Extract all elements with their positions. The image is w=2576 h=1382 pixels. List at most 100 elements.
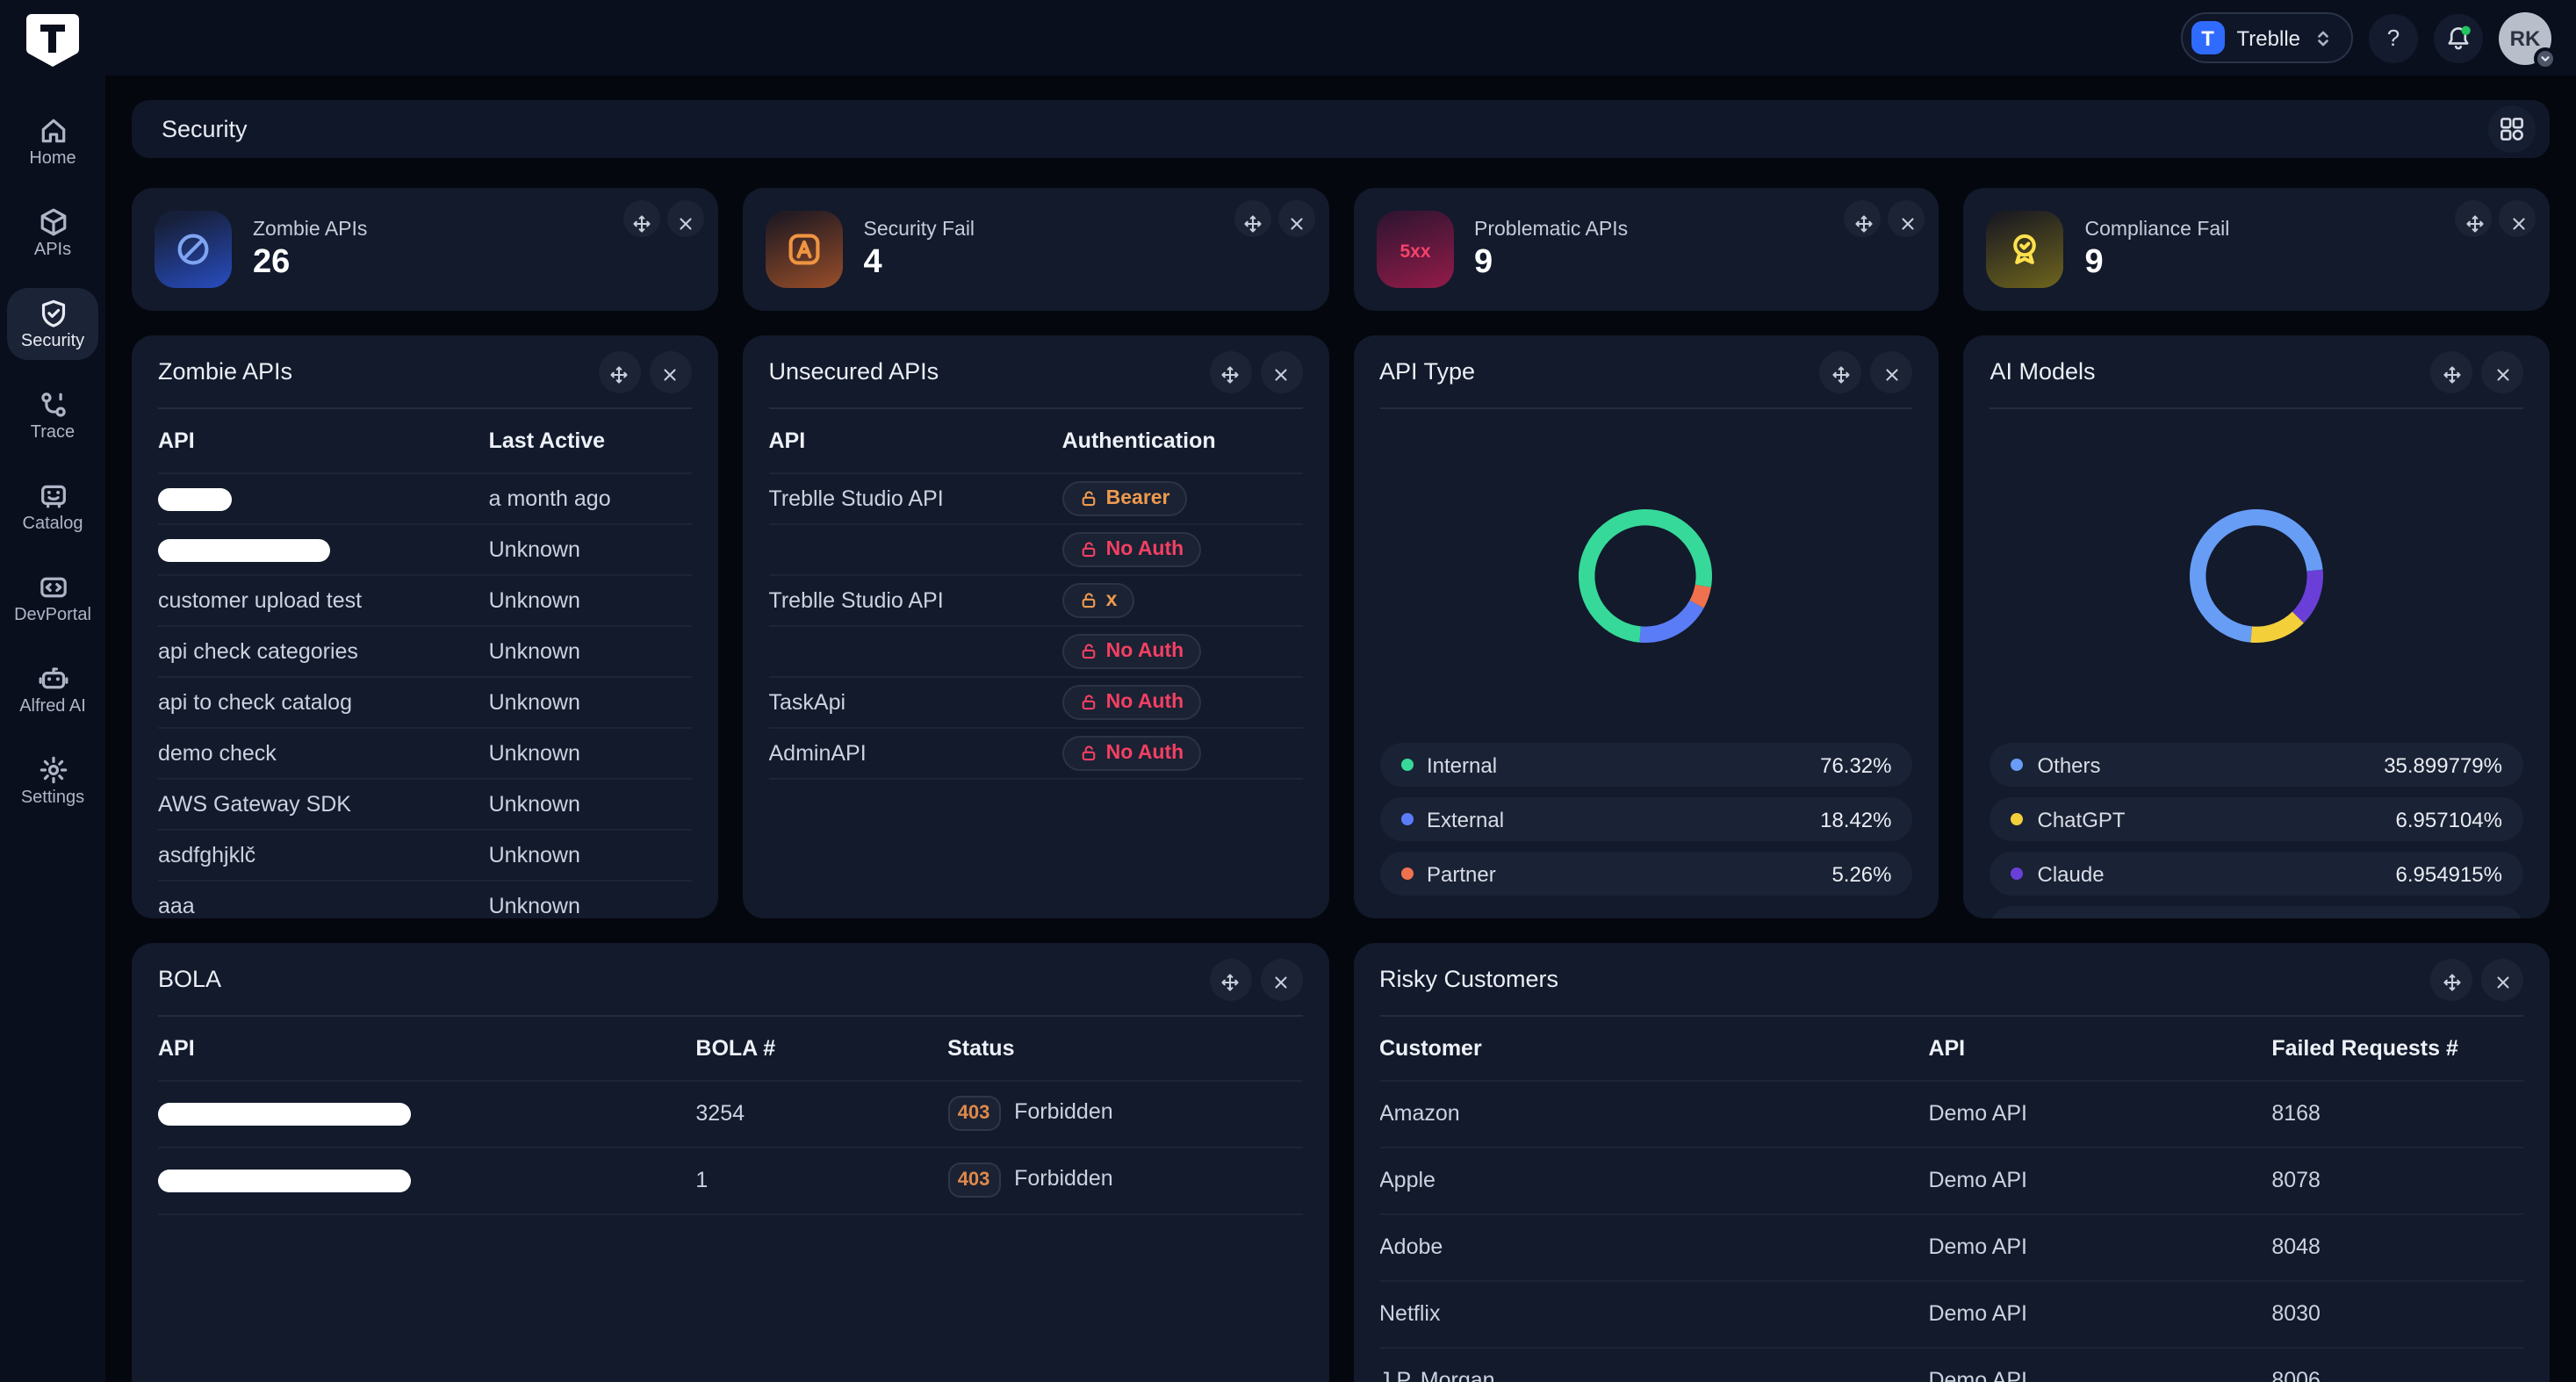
lock-open-icon bbox=[1080, 540, 1097, 558]
home-icon bbox=[38, 116, 68, 146]
last-active-cell: Unknown bbox=[488, 676, 692, 728]
table-row[interactable]: a month ago bbox=[158, 472, 692, 524]
avatar[interactable]: RK bbox=[2499, 11, 2557, 69]
table-row[interactable]: Treblle Studio API Bearer bbox=[768, 472, 1302, 524]
table-row[interactable]: Unknown bbox=[158, 523, 692, 575]
api-name-cell: customer upload test bbox=[158, 574, 489, 626]
move-widget-button[interactable] bbox=[1819, 350, 1862, 392]
close-widget-button[interactable] bbox=[2481, 958, 2523, 1000]
legend-dot bbox=[2011, 867, 2024, 880]
move-widget-button[interactable] bbox=[1234, 200, 1270, 237]
table-row[interactable]: Amazon Demo API 8168 bbox=[1379, 1080, 2523, 1148]
table-row[interactable]: aaa Unknown bbox=[158, 880, 692, 918]
table-row[interactable]: api to check catalog Unknown bbox=[158, 676, 692, 728]
sidebar-item-home[interactable]: Home bbox=[7, 105, 98, 177]
sidebar-item-settings[interactable]: Settings bbox=[7, 745, 98, 817]
move-widget-button[interactable] bbox=[1209, 958, 1251, 1000]
table-row[interactable]: 3254 403 Forbidden bbox=[158, 1080, 1302, 1148]
donut-slice-others bbox=[2190, 509, 2324, 643]
table-row[interactable]: Netflix Demo API 8030 bbox=[1379, 1280, 2523, 1348]
close-icon bbox=[1271, 362, 1291, 381]
table-row[interactable]: Treblle Studio API x bbox=[768, 574, 1302, 626]
table-row[interactable]: demo check Unknown bbox=[158, 727, 692, 779]
table-row[interactable]: customer upload test Unknown bbox=[158, 574, 692, 626]
panel-title: Unsecured APIs bbox=[768, 358, 939, 385]
move-widget-button[interactable] bbox=[2430, 958, 2472, 1000]
close-widget-button[interactable] bbox=[1277, 200, 1314, 237]
widgets-button[interactable] bbox=[2488, 105, 2536, 153]
api-name-cell: Demo API bbox=[1928, 1280, 2272, 1348]
treblle-logo[interactable] bbox=[0, 0, 105, 81]
close-widget-button[interactable] bbox=[1260, 958, 1302, 1000]
redacted-api-name bbox=[158, 538, 330, 562]
trace-icon bbox=[38, 390, 68, 420]
close-icon bbox=[661, 362, 680, 381]
table-row[interactable]: 1 403 Forbidden bbox=[158, 1147, 1302, 1214]
sidebar-item-security[interactable]: Security bbox=[7, 288, 98, 360]
close-widget-button[interactable] bbox=[666, 200, 704, 237]
sidebar-item-label: APIs bbox=[33, 241, 72, 260]
sidebar-item-alfred-ai[interactable]: Alfred AI bbox=[7, 653, 98, 725]
move-widget-button[interactable] bbox=[2430, 350, 2472, 392]
close-widget-button[interactable] bbox=[1260, 350, 1302, 392]
customer-cell: Apple bbox=[1379, 1147, 1929, 1214]
move-icon bbox=[1831, 362, 1851, 384]
table-row[interactable]: api check categories Unknown bbox=[158, 625, 692, 677]
move-widget-button[interactable] bbox=[1844, 200, 1882, 237]
stat-card-security-fail: Security Fail 4 bbox=[742, 188, 1328, 311]
legend-item-partner: Partner 5.26% bbox=[1379, 852, 1913, 896]
table-row[interactable]: Apple Demo API 8078 bbox=[1379, 1147, 2523, 1214]
move-widget-button[interactable] bbox=[1209, 350, 1251, 392]
move-icon bbox=[1220, 969, 1240, 991]
close-widget-button[interactable] bbox=[1888, 200, 1925, 237]
status-text: Forbidden bbox=[1014, 1099, 1113, 1124]
org-logo-icon: T bbox=[2191, 21, 2225, 54]
panel-header: AI Models bbox=[1990, 335, 2523, 409]
move-widget-button[interactable] bbox=[622, 200, 660, 237]
move-widget-button[interactable] bbox=[2455, 200, 2492, 237]
sidebar-item-trace[interactable]: Trace bbox=[7, 379, 98, 451]
chevron-down-icon bbox=[2541, 55, 2550, 61]
ai-models-donut bbox=[2190, 509, 2324, 643]
avatar-initials: RK bbox=[2509, 25, 2541, 50]
stat-card-zombie-apis: Zombie APIs 26 bbox=[132, 188, 718, 311]
api-name-cell: asdfghjklč bbox=[158, 829, 489, 881]
auth-badge: No Auth bbox=[1061, 531, 1202, 566]
table-row[interactable]: AWS Gateway SDK Unknown bbox=[158, 778, 692, 830]
table-row[interactable]: Adobe Demo API 8048 bbox=[1379, 1213, 2523, 1281]
api-name-cell: api check categories bbox=[158, 625, 489, 677]
table-row[interactable]: No Auth bbox=[768, 523, 1302, 575]
close-widget-button[interactable] bbox=[2499, 200, 2536, 237]
legend-label: Partner bbox=[1427, 861, 1496, 886]
sidebar-item-apis[interactable]: APIs bbox=[7, 197, 98, 269]
lock-open-icon bbox=[1080, 489, 1097, 507]
close-widget-button[interactable] bbox=[649, 350, 692, 392]
move-icon bbox=[633, 210, 651, 232]
close-widget-button[interactable] bbox=[1870, 350, 1913, 392]
close-widget-button[interactable] bbox=[2481, 350, 2523, 392]
org-switcher[interactable]: T Treblle bbox=[2180, 12, 2353, 63]
api-type-panel: API Type Internal 76.32% External 18.42%… bbox=[1353, 335, 1939, 918]
move-icon bbox=[2442, 362, 2461, 384]
zombie-apis-panel: Zombie APIs API Last Active a month ago Un… bbox=[132, 335, 718, 918]
sidebar-item-devportal[interactable]: DevPortal bbox=[7, 562, 98, 634]
lock-open-icon bbox=[1080, 744, 1097, 761]
org-name: Treblle bbox=[2236, 25, 2300, 50]
sidebar-item-catalog[interactable]: Catalog bbox=[7, 471, 98, 543]
table-row[interactable]: AdminAPI No Auth bbox=[768, 727, 1302, 779]
bola-table: API BOLA # Status 3254 403 Forbidden 1 403 F… bbox=[158, 1017, 1302, 1214]
table-row[interactable]: No Auth bbox=[768, 625, 1302, 677]
help-button[interactable]: ? bbox=[2369, 13, 2418, 62]
table-row[interactable]: asdfghjklč Unknown bbox=[158, 829, 692, 881]
close-icon bbox=[2508, 210, 2526, 229]
table-row[interactable]: TaskApi No Auth bbox=[768, 676, 1302, 728]
customer-cell: J.P. Morgan bbox=[1379, 1347, 1929, 1382]
move-widget-button[interactable] bbox=[598, 350, 641, 392]
last-active-cell: Unknown bbox=[488, 574, 692, 626]
notifications-button[interactable] bbox=[2434, 13, 2483, 62]
ban-icon bbox=[155, 211, 232, 288]
move-icon bbox=[1220, 362, 1240, 384]
status-text: Forbidden bbox=[1014, 1166, 1113, 1191]
last-active-cell: a month ago bbox=[488, 472, 692, 524]
table-row[interactable]: J.P. Morgan Demo API 8006 bbox=[1379, 1347, 2523, 1382]
